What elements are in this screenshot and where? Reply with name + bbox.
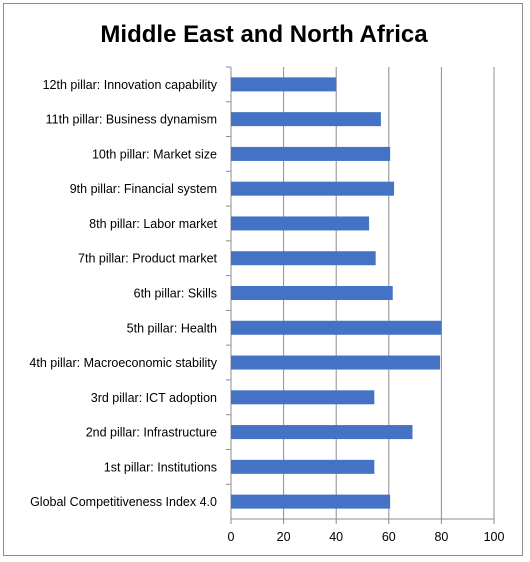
bar-chart: Middle East and North Africa 12th pillar…	[29, 21, 505, 544]
category-label-0: 12th pillar: Innovation capability	[43, 78, 218, 92]
chart-title: Middle East and North Africa	[100, 21, 428, 48]
category-label-4: 8th pillar: Labor market	[89, 217, 217, 231]
x-tick-label-80: 80	[434, 530, 448, 544]
category-label-1: 11th pillar: Business dynamism	[46, 113, 217, 127]
bar-4	[231, 216, 370, 231]
bar-9	[231, 390, 375, 405]
category-label-11: 1st pillar: Institutions	[104, 460, 217, 474]
x-tick-label-60: 60	[382, 530, 396, 544]
category-label-10: 2nd pillar: Infrastructure	[86, 426, 217, 440]
bar-11	[231, 459, 375, 474]
bar-1	[231, 112, 381, 127]
bar-0	[231, 77, 337, 92]
chart-frame: Middle East and North Africa 12th pillar…	[3, 3, 523, 556]
category-label-7: 5th pillar: Health	[127, 321, 217, 335]
x-tick-label-20: 20	[277, 530, 291, 544]
bar-12	[231, 494, 391, 509]
category-label-3: 9th pillar: Financial system	[70, 182, 217, 196]
category-label-8: 4th pillar: Macroeconomic stability	[29, 356, 217, 370]
bar-3	[231, 181, 395, 196]
bar-6	[231, 286, 393, 300]
category-label-6: 6th pillar: Skills	[134, 287, 217, 301]
bar-8	[231, 355, 441, 370]
bar-2	[231, 146, 391, 161]
bar-5	[231, 251, 376, 266]
category-label-12: Global Competitiveness Index 4.0	[30, 495, 217, 509]
category-label-5: 7th pillar: Product market	[78, 252, 217, 266]
x-tick-label-40: 40	[329, 530, 343, 544]
x-tick-label-100: 100	[484, 530, 505, 544]
category-label-9: 3rd pillar: ICT adoption	[91, 391, 217, 405]
bar-7	[231, 320, 442, 335]
category-label-2: 10th pillar: Market size	[92, 147, 217, 161]
bar-10	[231, 425, 413, 440]
x-tick-label-0: 0	[228, 530, 235, 544]
